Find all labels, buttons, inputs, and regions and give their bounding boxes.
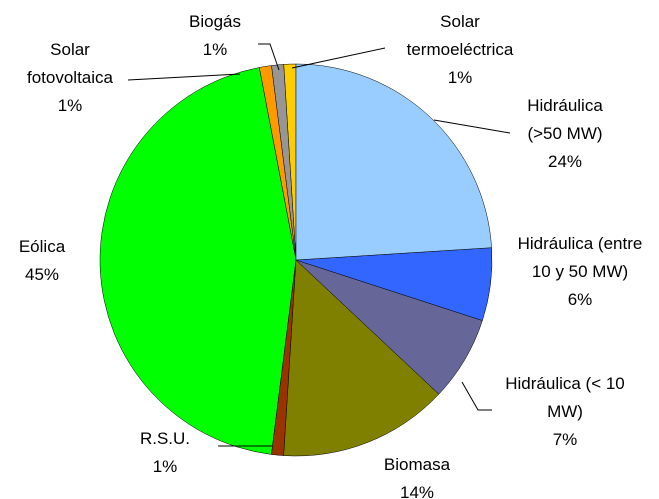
percent-label: 1% xyxy=(57,96,83,115)
category-name: Solar termoeléctrica xyxy=(406,12,514,59)
slice-label: Biogás 1% xyxy=(175,8,255,64)
slice-label: Biomasa 14% xyxy=(367,451,467,499)
category-name: Hidráulica (>50 MW) xyxy=(527,96,603,143)
percent-label: 45% xyxy=(24,265,60,284)
category-name: Hidráulica (entre 10 y 50 MW) xyxy=(517,234,643,281)
leader-line xyxy=(291,47,386,69)
percent-label: 1% xyxy=(152,457,178,476)
slice-label: Solar fotovoltaica 1% xyxy=(10,36,130,120)
percent-label: 24% xyxy=(547,152,583,171)
percent-label: 1% xyxy=(202,40,228,59)
category-name: Biomasa xyxy=(383,455,451,474)
leader-line xyxy=(461,381,492,411)
category-name: Hidráulica (< 10 MW) xyxy=(505,374,625,421)
percent-label: 1% xyxy=(447,68,473,87)
slice-label: Hidráulica (>50 MW) 24% xyxy=(509,92,621,176)
pie-slice xyxy=(99,67,297,455)
pie-slice xyxy=(295,63,492,261)
leader-line xyxy=(433,119,511,134)
category-name: Biogás xyxy=(189,12,241,31)
percent-label: 14% xyxy=(399,483,435,499)
percent-label: 6% xyxy=(567,290,593,309)
slice-label: Hidráulica (< 10 MW) 7% xyxy=(495,370,635,454)
slice-label: Solar termoeléctrica 1% xyxy=(385,8,535,92)
category-name: Eólica xyxy=(18,237,66,256)
leader-line xyxy=(127,73,241,81)
category-name: Solar fotovoltaica xyxy=(27,40,113,87)
slice-label: Eólica 45% xyxy=(2,233,82,289)
slice-label: Hidráulica (entre 10 y 50 MW) 6% xyxy=(510,230,650,314)
slice-label: R.S.U. 1% xyxy=(125,425,205,481)
category-name: R.S.U. xyxy=(139,429,191,448)
leader-line xyxy=(258,43,280,71)
percent-label: 7% xyxy=(552,430,578,449)
pie-slice xyxy=(283,259,440,457)
